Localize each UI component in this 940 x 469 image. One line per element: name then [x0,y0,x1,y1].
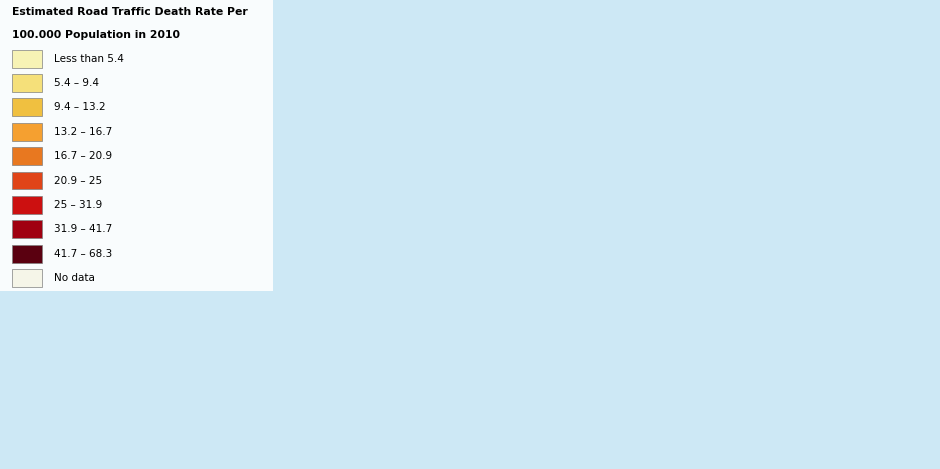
FancyBboxPatch shape [12,220,42,238]
FancyBboxPatch shape [0,0,273,291]
FancyBboxPatch shape [12,172,42,189]
Text: 13.2 – 16.7: 13.2 – 16.7 [54,127,112,137]
Text: No data: No data [54,273,94,283]
Text: 31.9 – 41.7: 31.9 – 41.7 [54,224,112,234]
Text: Estimated Road Traffic Death Rate Per: Estimated Road Traffic Death Rate Per [12,7,248,17]
FancyBboxPatch shape [12,98,42,116]
FancyBboxPatch shape [12,123,42,141]
Text: Less than 5.4: Less than 5.4 [54,53,123,64]
Text: 25 – 31.9: 25 – 31.9 [54,200,102,210]
Text: 100.000 Population in 2010: 100.000 Population in 2010 [12,30,180,40]
Text: 20.9 – 25: 20.9 – 25 [54,175,102,186]
FancyBboxPatch shape [12,50,42,68]
Text: 5.4 – 9.4: 5.4 – 9.4 [54,78,99,88]
FancyBboxPatch shape [12,147,42,165]
FancyBboxPatch shape [12,74,42,92]
FancyBboxPatch shape [12,269,42,287]
Text: 41.7 – 68.3: 41.7 – 68.3 [54,249,112,259]
FancyBboxPatch shape [12,196,42,214]
Text: 16.7 – 20.9: 16.7 – 20.9 [54,151,112,161]
Text: 9.4 – 13.2: 9.4 – 13.2 [54,102,105,113]
FancyBboxPatch shape [12,245,42,263]
